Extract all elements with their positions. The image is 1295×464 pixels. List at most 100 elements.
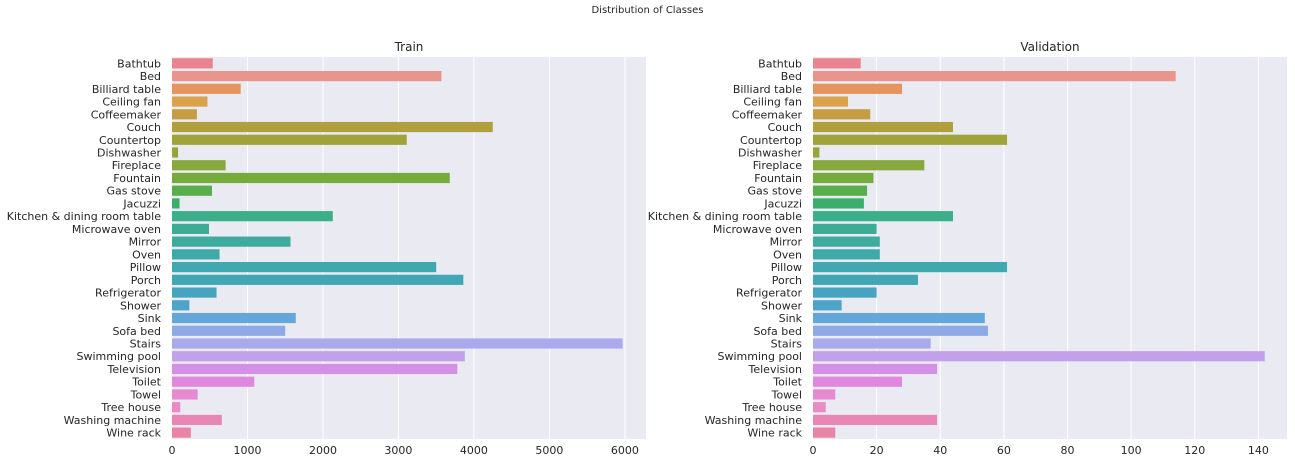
bar (813, 402, 826, 413)
bar (172, 351, 465, 362)
category-label: Fountain (754, 172, 802, 185)
category-label: Wine rack (106, 427, 161, 440)
bar (813, 58, 861, 69)
category-label: Microwave oven (72, 223, 161, 236)
category-label: Kitchen & dining room table (648, 210, 802, 223)
category-label: Couch (768, 121, 802, 134)
bar (172, 363, 458, 375)
category-label: Pillow (771, 261, 802, 274)
category-label: Pillow (130, 261, 161, 274)
bar (172, 338, 623, 349)
category-label: Jacuzzi (763, 197, 802, 210)
category-label: Bathtub (117, 57, 161, 70)
category-label: Gas stove (747, 185, 802, 198)
bar (813, 338, 931, 349)
x-tick-label: 140 (1248, 444, 1269, 457)
bar (813, 223, 877, 234)
category-label: Coffeemaker (91, 108, 162, 121)
bar (172, 402, 181, 413)
category-label: Ceiling fan (102, 96, 161, 109)
x-tick-label: 60 (997, 444, 1011, 457)
bar (172, 109, 197, 120)
bar (172, 312, 296, 324)
bar (813, 325, 988, 336)
chart-title: Train (394, 40, 424, 54)
category-label: Countertop (740, 134, 802, 147)
bar (813, 71, 1176, 82)
plot-area (172, 57, 646, 439)
bar (172, 160, 226, 171)
bar (813, 427, 836, 438)
x-tick-label: 6000 (611, 444, 639, 457)
category-label: Sink (779, 312, 803, 325)
bar (813, 262, 1008, 273)
bar (813, 147, 820, 158)
bar (813, 249, 880, 260)
x-tick-label: 40 (933, 444, 947, 457)
category-label: Swimming pool (718, 350, 802, 363)
bar (172, 414, 222, 425)
figure-suptitle: Distribution of Classes (591, 5, 704, 16)
category-label: Washing machine (705, 414, 803, 427)
category-label: Ceiling fan (743, 96, 802, 109)
bar (813, 172, 874, 184)
category-label: Coffeemaker (732, 108, 803, 121)
category-label: Stairs (130, 338, 162, 351)
category-label: Billiard table (92, 83, 161, 96)
x-tick-label: 120 (1184, 444, 1205, 457)
category-label: Swimming pool (77, 350, 161, 363)
bar (813, 274, 918, 285)
bar (813, 300, 842, 311)
bar (172, 71, 442, 82)
bar (172, 262, 437, 273)
category-label: Tree house (100, 401, 161, 414)
category-label: Porch (772, 274, 802, 287)
category-label: Kitchen & dining room table (7, 210, 161, 223)
bar (172, 274, 464, 285)
category-label: Oven (132, 248, 161, 261)
bar (813, 109, 871, 120)
x-tick-label: 1000 (233, 444, 261, 457)
x-tick-label: 100 (1121, 444, 1142, 457)
category-label: Toilet (772, 376, 802, 389)
bar (813, 287, 877, 298)
x-tick-label: 0 (169, 444, 176, 457)
category-label: Tree house (741, 401, 802, 414)
bar (172, 198, 180, 209)
bar (813, 121, 953, 133)
x-tick-label: 0 (810, 444, 817, 457)
chart-title: Validation (1020, 40, 1079, 54)
category-label: Countertop (99, 134, 161, 147)
bar (172, 325, 286, 336)
bar (172, 134, 407, 145)
x-tick-label: 3000 (384, 444, 412, 457)
bar (172, 236, 291, 247)
bar (172, 287, 217, 298)
category-label: Toilet (131, 376, 161, 389)
bar (172, 58, 213, 69)
bar (172, 389, 198, 400)
category-label: Billiard table (733, 83, 802, 96)
category-label: Fountain (113, 172, 161, 185)
category-label: Fireplace (753, 159, 802, 172)
bar (172, 427, 191, 438)
category-label: Sink (138, 312, 162, 325)
category-label: Refrigerator (736, 287, 802, 300)
bar (172, 376, 255, 387)
category-label: Television (748, 363, 803, 376)
bar (172, 300, 190, 311)
category-label: Bed (781, 70, 802, 83)
category-label: Sofa bed (112, 325, 161, 338)
category-label: Refrigerator (95, 287, 161, 300)
category-label: Towel (771, 388, 802, 401)
category-label: Wine rack (747, 427, 802, 440)
bar (813, 211, 953, 222)
category-label: Mirror (129, 236, 162, 249)
category-label: Towel (130, 388, 161, 401)
category-label: Shower (761, 299, 802, 312)
category-label: Dishwasher (97, 147, 161, 160)
category-label: Bed (140, 70, 161, 83)
category-label: Mirror (770, 236, 803, 249)
